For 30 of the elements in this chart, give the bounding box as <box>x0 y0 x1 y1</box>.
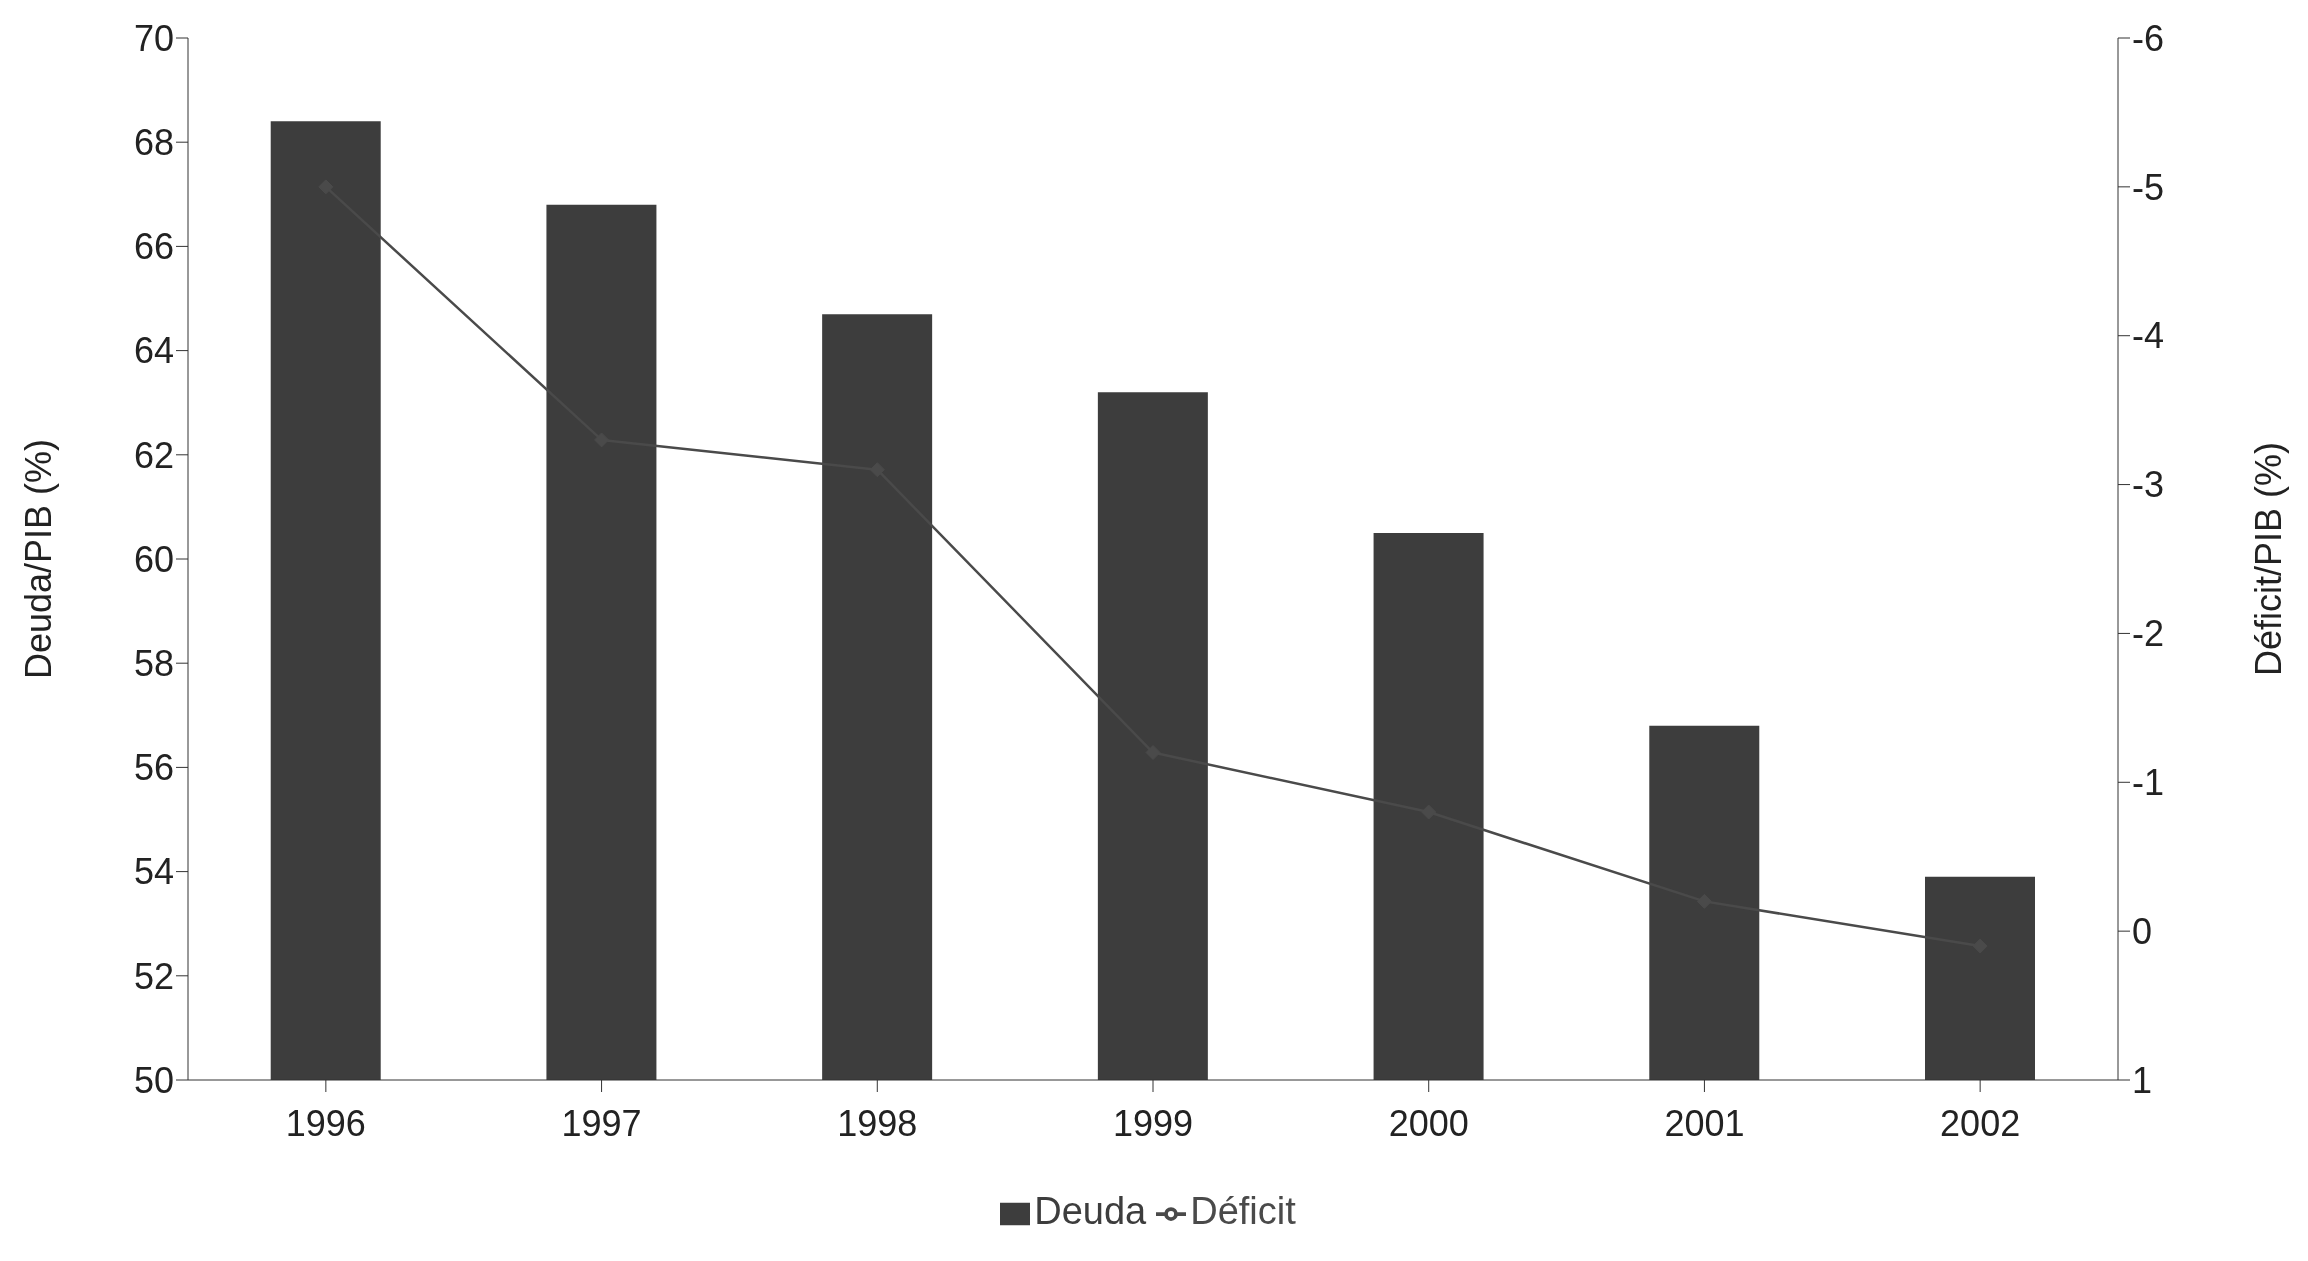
x-tick-label: 2001 <box>1664 1102 1745 1144</box>
legend-label: Déficit <box>1190 1190 1296 1232</box>
y2-tick-label: -2 <box>2132 613 2165 655</box>
y2-tick-label: -1 <box>2132 762 2165 804</box>
y-tick-label: 62 <box>133 434 174 476</box>
y2-tick-label: -4 <box>2132 315 2165 357</box>
y2-tick-label: 1 <box>2132 1059 2153 1101</box>
y2-tick-label: 0 <box>2132 910 2153 952</box>
y-tick-label: 66 <box>133 226 174 268</box>
x-tick-label: 2000 <box>1388 1102 1469 1144</box>
legend-label: Deuda <box>1034 1190 1147 1232</box>
x-tick-label: 2002 <box>1940 1102 2021 1144</box>
y2-axis-title: Déficit/PIB (%) <box>2247 441 2289 677</box>
x-tick-label: 1996 <box>285 1102 366 1144</box>
y-tick-label: 64 <box>133 330 174 372</box>
y-tick-label: 70 <box>133 17 174 59</box>
y-tick-label: 52 <box>133 955 174 997</box>
y-axis-title: Deuda/PIB (%) <box>17 438 59 680</box>
y2-tick-label: -5 <box>2132 166 2165 208</box>
y-tick-label: 50 <box>133 1059 174 1101</box>
x-tick-label: 1999 <box>1112 1102 1194 1144</box>
y2-tick-label: -6 <box>2132 17 2165 59</box>
y-tick-label: 68 <box>133 121 174 163</box>
x-tick-label: 1997 <box>561 1102 642 1144</box>
y-tick-label: 56 <box>133 747 174 789</box>
x-tick-label: 1998 <box>837 1102 918 1144</box>
y-tick-label: 54 <box>133 851 174 893</box>
y-tick-label: 60 <box>133 538 174 580</box>
y2-tick-label: -3 <box>2132 464 2165 506</box>
y-tick-label: 58 <box>133 642 174 684</box>
